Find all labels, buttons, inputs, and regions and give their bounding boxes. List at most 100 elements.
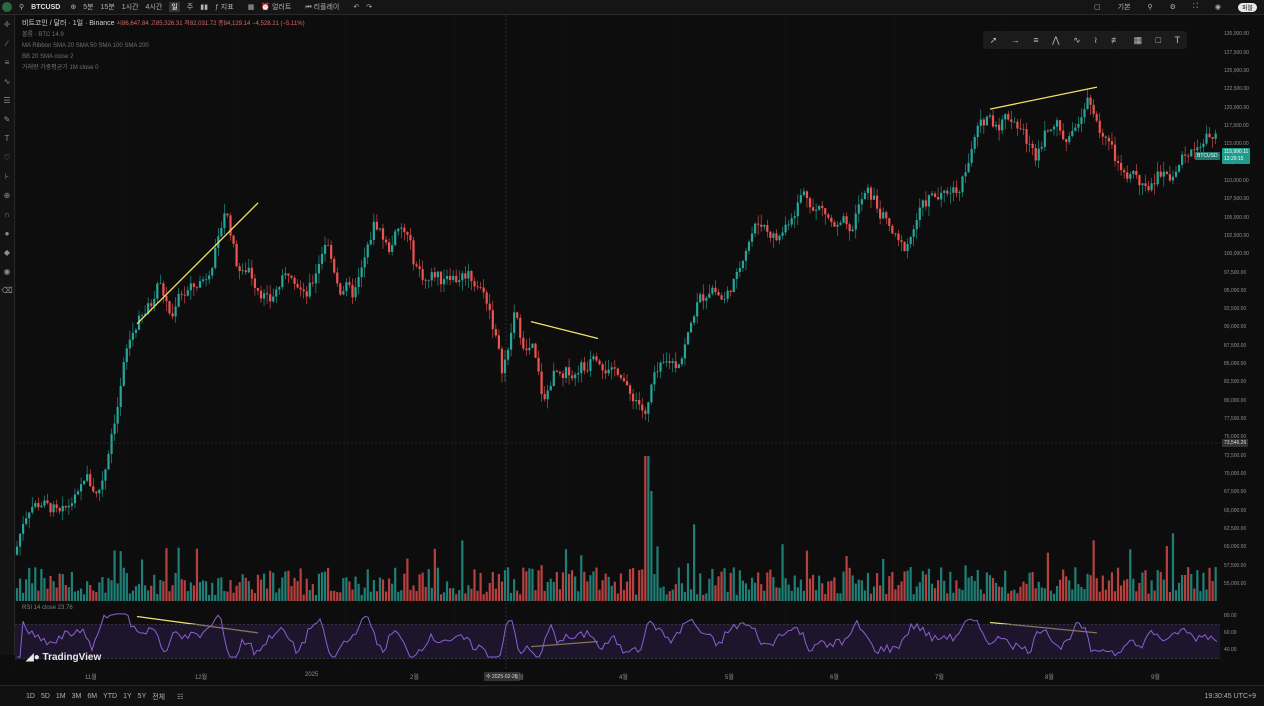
trash-icon[interactable]: ⌫ <box>1 286 13 295</box>
volume-bar <box>34 567 37 601</box>
zoom-icon[interactable]: ⊕ <box>3 191 11 200</box>
tf-6m[interactable]: 6M <box>87 693 98 700</box>
candle-body <box>281 275 284 288</box>
brush-icon[interactable]: ✎ <box>3 115 11 124</box>
candle-body <box>1007 114 1010 120</box>
interval-4h[interactable]: 4시간 <box>145 4 163 11</box>
candle-body <box>659 362 662 372</box>
volume-bar <box>1156 570 1159 601</box>
volume-bar <box>1098 591 1101 601</box>
price-chart[interactable] <box>15 15 1220 683</box>
layout-icon[interactable]: ▢ <box>1094 4 1101 11</box>
fib-icon[interactable]: ≡ <box>4 58 10 67</box>
volume-bar <box>933 588 937 601</box>
tf-1y[interactable]: 1Y <box>123 693 132 700</box>
search-icon[interactable]: ⚲ <box>19 4 25 11</box>
volume-bar <box>464 593 467 601</box>
candle-body <box>1205 133 1208 144</box>
volume-legend[interactable]: 볼륨 · BTC 14.9 <box>22 32 64 38</box>
volume-bar <box>43 578 46 601</box>
replay-button[interactable]: ⏮ 리플레이 <box>305 4 340 11</box>
volume-bar <box>22 592 25 601</box>
interval-1h[interactable]: 1시간 <box>121 4 139 11</box>
volume-bar <box>546 581 549 601</box>
volume-bar <box>46 588 49 601</box>
tf-1m[interactable]: 1M <box>55 693 66 700</box>
tf-all[interactable]: 전체 <box>152 693 166 701</box>
rsi-legend[interactable]: RSI 14 close 23.76 <box>22 605 73 611</box>
volume-bar <box>839 593 842 601</box>
bb-legend[interactable]: BB 20 SMA close 2 <box>22 54 74 60</box>
date-range-icon[interactable]: ☷ <box>177 693 184 701</box>
ruler-icon[interactable]: ⊦ <box>4 172 10 181</box>
settings-icon[interactable]: ⚙ <box>1169 4 1176 11</box>
redo-icon[interactable]: ↷ <box>366 4 373 11</box>
volume-bar <box>217 578 220 601</box>
text-tool-icon[interactable]: T <box>1174 35 1181 45</box>
tf-1d[interactable]: 1D <box>26 693 35 700</box>
tf-3m[interactable]: 3M <box>71 693 82 700</box>
interval-15m[interactable]: 15분 <box>100 4 115 11</box>
indicators-button[interactable]: ƒ 지표 <box>214 4 234 11</box>
chart-title[interactable]: 비트코인 / 달러 · 1일 · Binance <box>22 20 115 27</box>
eye-icon[interactable]: ◉ <box>3 267 11 276</box>
volume-bar <box>86 581 89 601</box>
price-axis[interactable]: 130,000.00 127,500.00 125,000.00 122,500.00… <box>1222 15 1264 683</box>
time-axis[interactable]: 11월 12월 2025 2월 3월 4월 5월 6월 7월 8월 9월 <box>15 669 1220 683</box>
magnet-icon[interactable]: ∩ <box>4 210 10 219</box>
layout-select[interactable]: 기본 <box>1117 4 1131 11</box>
volume-bar <box>1083 588 1086 601</box>
candle-body <box>1089 97 1092 105</box>
vwap-legend[interactable]: 거래량 가중평균가 1M close 0 <box>22 65 99 71</box>
rect-tool-icon[interactable]: □ <box>1155 35 1162 45</box>
lock-icon[interactable]: ◆ <box>3 248 11 257</box>
forecast-icon[interactable]: ☰ <box>3 96 11 105</box>
candle-body <box>1196 147 1199 151</box>
pattern-tool-icon[interactable]: ∿ <box>1073 34 1081 45</box>
heart-icon[interactable]: ♡ <box>3 153 11 162</box>
candle-body <box>1025 129 1028 144</box>
fib-tool-icon[interactable]: ≢ <box>1111 35 1121 45</box>
volume-bar <box>815 590 818 601</box>
gann-tool-icon[interactable]: ▦ <box>1133 34 1143 45</box>
alert-button[interactable]: ⏰ 얼러트 <box>261 4 292 11</box>
candle-body <box>973 137 976 149</box>
ma-ribbon-legend[interactable]: MA Ribbon SMA 20 SMA 50 SMA 100 SMA 200 <box>22 43 149 49</box>
pitchfork-tool-icon[interactable]: ⋀ <box>1052 34 1060 45</box>
tf-5y[interactable]: 5Y <box>137 693 147 700</box>
interval-1w[interactable]: 주 <box>186 4 194 11</box>
wave-tool-icon[interactable]: ≀ <box>1094 34 1098 45</box>
lock-draw-icon[interactable]: ● <box>4 229 10 238</box>
camera-icon[interactable]: ◉ <box>1214 4 1221 11</box>
tf-ytd[interactable]: YTD <box>103 693 118 700</box>
fullscreen-icon[interactable]: ⛶ <box>1192 3 1198 10</box>
candle-body <box>1177 164 1181 172</box>
volume-bar <box>750 577 754 601</box>
search-icon-right[interactable]: ⚲ <box>1147 4 1153 11</box>
volume-bar <box>946 593 949 601</box>
trendline-icon[interactable]: ∕ <box>6 39 8 48</box>
crosshair-icon[interactable]: ✛ <box>3 20 11 29</box>
volume-bar <box>195 548 199 601</box>
tf-5d[interactable]: 5D <box>40 693 50 700</box>
user-avatar[interactable] <box>2 2 12 12</box>
line-tool-icon[interactable]: ➚ <box>989 34 998 45</box>
add-symbol-icon[interactable]: ⊕ <box>70 4 77 11</box>
interval-5m[interactable]: 5분 <box>83 4 94 11</box>
volume-bar <box>455 594 458 601</box>
undo-icon[interactable]: ↶ <box>353 4 360 11</box>
pattern-icon[interactable]: ∿ <box>3 77 11 86</box>
volume-bar <box>1147 593 1150 601</box>
text-icon[interactable]: T <box>4 134 10 143</box>
volume-bar <box>671 589 674 601</box>
symbol-search[interactable]: BTCUSD <box>31 3 61 11</box>
trendlines <box>136 86 1098 648</box>
interval-1d[interactable]: 일 <box>169 2 180 12</box>
candle-type-icon[interactable]: ▮▮ <box>200 4 208 11</box>
templates-icon[interactable]: ▦ <box>247 4 255 11</box>
channel-tool-icon[interactable]: ≡ <box>1033 35 1039 45</box>
time-tick: 4월 <box>619 675 628 681</box>
ray-tool-icon[interactable]: → <box>1010 35 1020 45</box>
volume-bar <box>232 592 235 601</box>
publish-button[interactable]: 퍼블 <box>1237 2 1257 12</box>
